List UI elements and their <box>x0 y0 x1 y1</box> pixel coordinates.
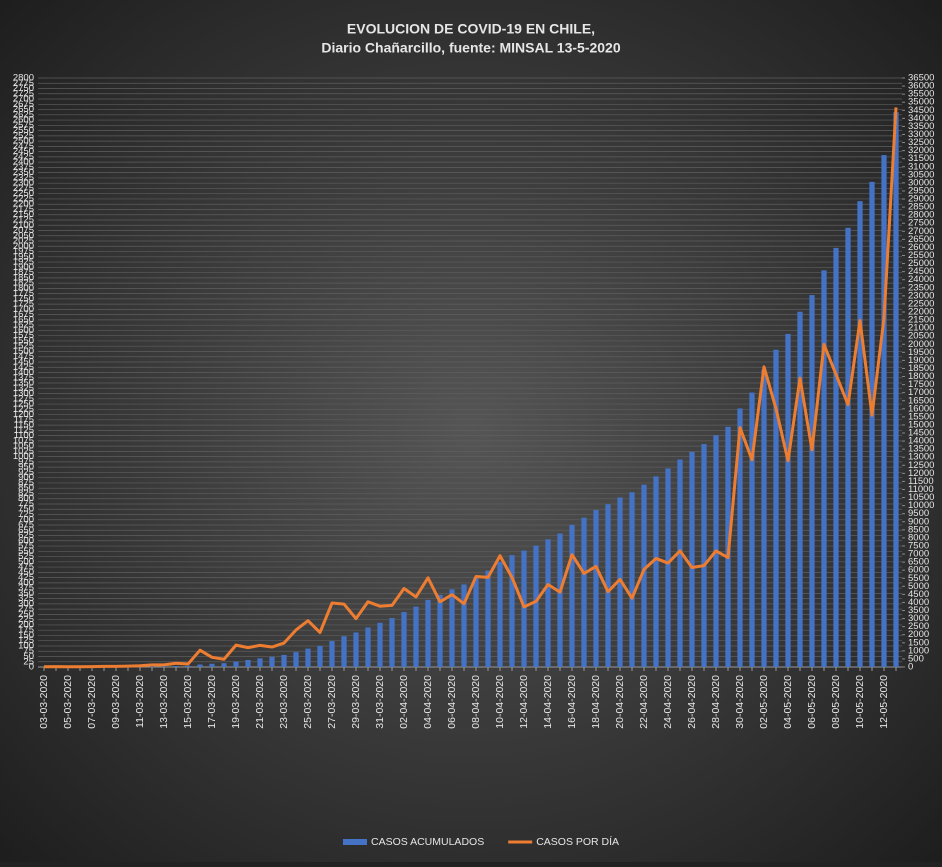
legend-swatch <box>343 839 367 845</box>
x-tick-label: 25-03-2020 <box>302 675 314 729</box>
bar <box>245 660 250 667</box>
bar <box>209 664 214 667</box>
bar <box>293 652 298 667</box>
bar <box>341 636 346 667</box>
x-tick-label: 23-03-2020 <box>278 675 290 729</box>
x-tick-label: 06-05-2020 <box>806 675 818 729</box>
bar <box>437 595 442 667</box>
x-tick-label: 30-04-2020 <box>734 675 746 729</box>
x-tick-label: 03-03-2020 <box>38 675 50 729</box>
chart-subtitle: Diario Chañarcillo, fuente: MINSAL 13-5-… <box>321 40 620 56</box>
bar <box>449 589 454 667</box>
bar <box>821 270 826 667</box>
bar <box>653 476 658 667</box>
bar <box>857 201 862 667</box>
x-tick-label: 06-04-2020 <box>446 675 458 729</box>
bar <box>749 393 754 667</box>
bar <box>161 666 166 667</box>
x-tick-label: 18-04-2020 <box>590 675 602 729</box>
bar <box>581 518 586 667</box>
x-tick-label: 05-03-2020 <box>62 675 74 729</box>
x-tick-label: 24-04-2020 <box>662 675 674 729</box>
x-tick-label: 02-04-2020 <box>398 675 410 729</box>
x-tick-label: 10-04-2020 <box>494 675 506 729</box>
x-tick-label: 02-05-2020 <box>758 675 770 729</box>
bar <box>689 452 694 667</box>
bar <box>269 657 274 667</box>
bar <box>761 370 766 667</box>
x-tick-label: 16-04-2020 <box>566 675 578 729</box>
bar <box>185 666 190 667</box>
bar <box>401 612 406 667</box>
bar <box>809 295 814 667</box>
x-tick-label: 04-04-2020 <box>422 675 434 729</box>
bar <box>569 525 574 667</box>
bar <box>317 646 322 667</box>
bar <box>785 334 790 667</box>
x-tick-label: 28-04-2020 <box>710 675 722 729</box>
x-tick-label: 07-03-2020 <box>86 675 98 729</box>
bar <box>329 641 334 667</box>
x-tick-label: 13-03-2020 <box>158 675 170 729</box>
bar <box>833 248 838 667</box>
bar <box>629 492 634 667</box>
x-tick-label: 08-04-2020 <box>470 675 482 729</box>
bar <box>257 658 262 667</box>
x-tick-label: 04-05-2020 <box>782 675 794 729</box>
x-tick-label: 27-03-2020 <box>326 675 338 729</box>
bar <box>797 312 802 667</box>
bar <box>497 562 502 667</box>
x-tick-label: 19-03-2020 <box>230 675 242 729</box>
bar <box>197 664 202 667</box>
bar <box>365 627 370 667</box>
y2-tick-label: 36500 <box>908 73 934 84</box>
bar <box>893 112 898 667</box>
bar <box>881 155 886 667</box>
bar <box>377 623 382 667</box>
x-tick-label: 20-04-2020 <box>614 675 626 729</box>
x-tick-label: 17-03-2020 <box>206 675 218 729</box>
bar <box>557 533 562 667</box>
x-tick-label: 11-03-2020 <box>134 675 146 728</box>
bar <box>473 578 478 667</box>
bar <box>173 666 178 667</box>
y-tick-label: 2800 <box>13 73 34 84</box>
bar <box>281 655 286 667</box>
x-tick-label: 29-03-2020 <box>350 675 362 729</box>
bar <box>233 661 238 667</box>
x-tick-label: 14-04-2020 <box>542 675 554 729</box>
bar <box>701 444 706 667</box>
x-tick-label: 15-03-2020 <box>182 675 194 729</box>
x-tick-label: 10-05-2020 <box>854 675 866 729</box>
bar <box>389 618 394 667</box>
x-tick-label: 12-04-2020 <box>518 675 530 729</box>
x-tick-label: 12-05-2020 <box>878 675 890 729</box>
bar <box>413 607 418 667</box>
bar <box>869 182 874 667</box>
bar <box>485 571 490 667</box>
bar <box>353 632 358 667</box>
bar <box>221 663 226 667</box>
bar <box>845 228 850 667</box>
x-tick-label: 09-03-2020 <box>110 675 122 729</box>
x-tick-label: 31-03-2020 <box>374 675 386 729</box>
legend-label: CASOS ACUMULADOS <box>371 836 484 848</box>
x-tick-label: 22-04-2020 <box>638 675 650 729</box>
bar <box>533 546 538 667</box>
bar <box>149 666 154 667</box>
bar <box>305 649 310 667</box>
x-tick-label: 26-04-2020 <box>686 675 698 729</box>
bar <box>521 551 526 667</box>
bar <box>677 460 682 667</box>
bar <box>665 468 670 667</box>
bar <box>593 510 598 667</box>
legend-label: CASOS POR DÍA <box>536 835 619 848</box>
bar <box>425 600 430 667</box>
x-tick-label: 08-05-2020 <box>830 675 842 729</box>
chart-title: EVOLUCION DE COVID-19 EN CHILE, <box>347 21 595 37</box>
x-tick-label: 21-03-2020 <box>254 675 266 729</box>
bar <box>545 539 550 667</box>
